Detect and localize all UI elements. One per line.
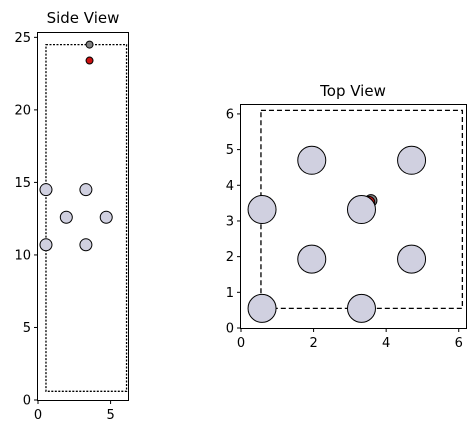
side-view-ytick-label: 10 [14, 248, 31, 263]
top-view-ytick-label: 2 [226, 250, 234, 265]
side-view-atom-substrate-5 [79, 238, 93, 252]
top-view-ytick-label: 6 [226, 107, 234, 122]
top-view-atom-substrate-5 [397, 244, 427, 274]
side-view-atom-substrate-2 [59, 210, 73, 224]
side-view-atom-adsorbate-top-0 [85, 40, 94, 49]
top-view-atom-substrate-4 [297, 244, 327, 274]
top-view-ytick-label: 4 [226, 179, 234, 194]
top-view-atom-substrate-0 [297, 145, 327, 175]
side-view-atom-substrate-1 [79, 183, 93, 197]
top-view-plot: Top View 0 2 4 6 0 1 2 3 4 5 6 [226, 82, 467, 351]
top-view-title: Top View [319, 82, 386, 100]
side-view-cell-boundary [45, 43, 128, 392]
top-view-atom-substrate-1 [397, 145, 427, 175]
top-view-ytick-label: 0 [226, 322, 234, 337]
side-view-xtick-label: 5 [106, 408, 114, 423]
top-view-frame [240, 104, 467, 329]
side-view-atom-substrate-3 [99, 210, 113, 224]
top-view-xtick-label: 0 [237, 336, 245, 351]
side-view-title: Side View [47, 9, 120, 27]
side-view-frame [37, 32, 129, 401]
top-view-atom-substrate-3 [346, 195, 376, 225]
top-view-atom-substrate-7 [346, 293, 376, 323]
side-view-atom-substrate-4 [39, 238, 53, 252]
side-view-ytick-label: 0 [23, 394, 31, 409]
side-view-xtick-label: 0 [34, 408, 42, 423]
top-view-ytick-label: 3 [226, 214, 234, 229]
top-view-xtick-label: 4 [382, 336, 390, 351]
top-view-xtick-label: 6 [455, 336, 463, 351]
side-view-ytick-label: 15 [14, 176, 31, 191]
top-view-ytick-label: 1 [226, 286, 234, 301]
top-view-atom-substrate-2 [247, 195, 277, 225]
top-view-atom-substrate-6 [247, 293, 277, 323]
side-view-ytick-label: 5 [23, 321, 31, 336]
side-view-plot: Side View 0 5 0 5 10 15 20 25 [14, 9, 129, 423]
side-view-ytick-label: 25 [14, 31, 31, 46]
top-view-xtick-label: 2 [309, 336, 317, 351]
side-view-atom-adsorbate-0 [85, 56, 94, 65]
side-view-ytick-label: 20 [14, 103, 31, 118]
side-view-atom-substrate-0 [39, 183, 53, 197]
top-view-ytick-label: 5 [226, 143, 234, 158]
